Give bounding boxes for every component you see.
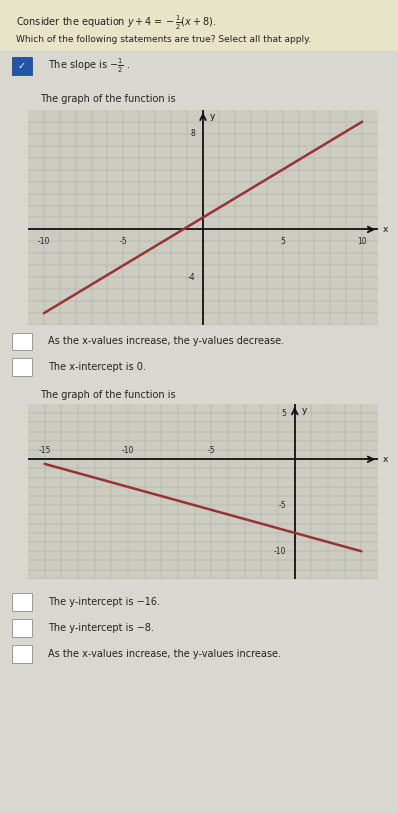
Bar [12,358,32,376]
Text: -10: -10 [122,446,134,454]
Text: x: x [383,454,388,463]
Text: The y-intercept is −8.: The y-intercept is −8. [48,623,154,633]
Bar [0,0,398,51]
Text: The graph of the function is: The graph of the function is [40,94,176,104]
Text: The slope is $-\frac{1}{2}$ .: The slope is $-\frac{1}{2}$ . [48,57,130,75]
Text: y: y [209,112,215,121]
Bar [12,619,32,637]
Bar [12,333,32,350]
Text: -10: -10 [37,237,50,246]
Text: As the x-values increase, the y-values decrease.: As the x-values increase, the y-values d… [48,337,284,346]
Bar [12,593,32,611]
Text: 10: 10 [357,237,367,246]
Text: The graph of the function is: The graph of the function is [40,390,176,400]
Text: -5: -5 [119,237,127,246]
Bar [12,645,32,663]
Text: ✓: ✓ [18,61,26,71]
Text: -15: -15 [38,446,51,454]
Text: -5: -5 [207,446,215,454]
Bar [12,57,32,75]
Text: 5: 5 [280,237,285,246]
Text: y: y [301,406,307,415]
Text: -10: -10 [274,547,287,556]
Text: As the x-values increase, the y-values increase.: As the x-values increase, the y-values i… [48,649,281,659]
Text: The x-intercept is 0.: The x-intercept is 0. [48,362,146,372]
Text: 5: 5 [281,409,287,418]
Text: Consider the equation $y+4=-\frac{1}{2}(x+8).$: Consider the equation $y+4=-\frac{1}{2}(… [16,14,216,32]
Text: The y-intercept is −16.: The y-intercept is −16. [48,597,160,606]
Text: Which of the following statements are true? Select all that apply.: Which of the following statements are tr… [16,34,311,44]
Text: -4: -4 [187,273,195,282]
Text: -5: -5 [279,501,287,510]
Text: 8: 8 [190,129,195,138]
Text: x: x [383,225,388,234]
